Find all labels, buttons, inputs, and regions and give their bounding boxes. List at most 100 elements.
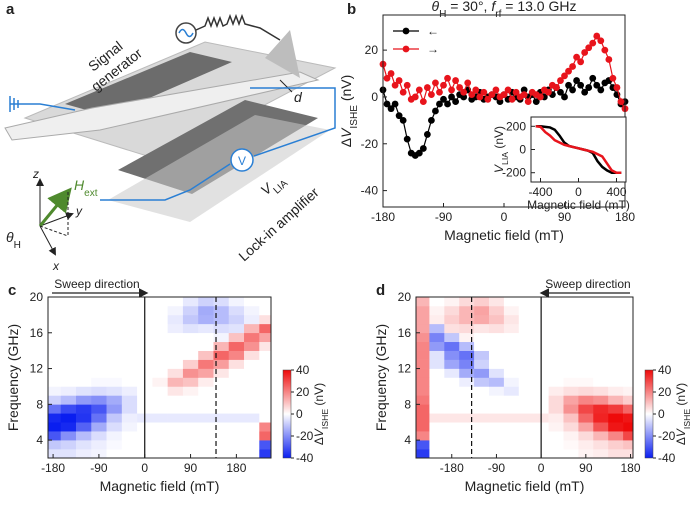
- x-tick-label: 0: [141, 461, 148, 475]
- heat-cell: [518, 377, 534, 387]
- heat-cell: [563, 341, 579, 351]
- voltmeter-symbol: [230, 148, 254, 172]
- heat-cell: [488, 341, 505, 351]
- heat-cell: [474, 314, 490, 325]
- heat-cell: [60, 413, 77, 423]
- heat-cell: [167, 386, 184, 396]
- x-axis-label: Magnetic field (mT): [100, 478, 220, 494]
- heat-cell: [213, 431, 230, 441]
- heat-cell: [503, 314, 520, 325]
- heat-cell: [259, 413, 271, 423]
- heat-cell: [213, 440, 230, 450]
- label-part: ISHE: [682, 409, 692, 429]
- heat-cell: [152, 297, 168, 307]
- heat-cell: [198, 323, 214, 334]
- heat-cell: [593, 449, 609, 458]
- heat-cell: [91, 422, 107, 432]
- heat-cell: [198, 431, 214, 441]
- data-point: [432, 79, 439, 87]
- heat-cell: [608, 413, 624, 423]
- heat-cell: [259, 350, 271, 360]
- heat-cell: [623, 440, 633, 450]
- heat-cell: [518, 359, 534, 369]
- heat-cell: [429, 359, 445, 369]
- heat-cell: [259, 314, 271, 325]
- heat-cell: [213, 404, 230, 414]
- y-tick-label: 16: [30, 326, 44, 340]
- heat-cell: [563, 404, 579, 414]
- heat-cell: [416, 368, 430, 378]
- data-point: [585, 44, 593, 52]
- heat-cell: [91, 359, 107, 369]
- heat-cell: [488, 305, 505, 316]
- y-tick-label: 8: [36, 397, 43, 411]
- heat-cell: [106, 386, 123, 396]
- heat-cell: [474, 440, 490, 450]
- data-point: [484, 95, 492, 103]
- x-axis-label: Magnetic field (mT): [444, 227, 564, 243]
- heat-cell: [228, 440, 245, 450]
- data-point: [419, 145, 427, 152]
- heat-cell: [152, 359, 168, 369]
- heat-cell: [259, 431, 271, 441]
- heat-cell: [429, 404, 445, 414]
- heat-cell: [48, 341, 62, 351]
- heat-cell: [444, 440, 460, 450]
- heat-cell: [121, 395, 138, 405]
- heat-cell: [593, 368, 609, 378]
- heat-cell: [121, 422, 138, 432]
- heat-cell: [76, 404, 92, 414]
- heat-cell: [228, 323, 245, 334]
- label-part: ISHE: [320, 409, 330, 429]
- heat-cell: [608, 386, 624, 396]
- heat-cell: [563, 431, 579, 441]
- heat-cell: [503, 449, 520, 458]
- heat-cell: [228, 395, 245, 405]
- heat-cell: [106, 297, 123, 307]
- heat-cell: [444, 297, 460, 307]
- heat-cell: [548, 341, 564, 351]
- label-part: (nV): [674, 383, 688, 409]
- heat-cell: [518, 350, 534, 360]
- heat-cell: [429, 431, 445, 441]
- data-point: [448, 86, 455, 94]
- data-point: [395, 112, 403, 120]
- diagram-label: y: [75, 204, 83, 218]
- label-part: θ: [432, 0, 440, 14]
- heat-cell: [152, 350, 168, 360]
- heat-cell: [259, 332, 271, 343]
- legend-marker: [402, 45, 410, 53]
- heat-cell: [608, 368, 624, 378]
- heat-cell: [488, 332, 505, 343]
- data-point: [448, 93, 455, 101]
- data-point: [520, 91, 528, 99]
- heat-cell: [76, 422, 92, 432]
- heat-cell: [167, 297, 184, 307]
- heat-cell: [121, 323, 138, 334]
- heat-cell: [198, 314, 214, 325]
- heat-cell: [167, 404, 184, 414]
- heat-cell: [593, 431, 609, 441]
- label-part: Frequency (GHz): [373, 324, 389, 431]
- heat-cell: [60, 350, 77, 360]
- heat-cell: [503, 386, 520, 396]
- data-point: [460, 93, 468, 101]
- colorbar-tick-label: 0: [658, 407, 665, 421]
- heat-cell: [152, 368, 168, 378]
- heat-cell: [60, 323, 77, 334]
- heat-cell: [60, 395, 77, 405]
- heat-cell: [444, 413, 460, 423]
- heat-cell: [429, 297, 445, 307]
- heat-cell: [121, 332, 138, 343]
- data-point: [419, 98, 427, 106]
- colorbar-tick-label: -40: [296, 451, 314, 465]
- x-tick-label: 0: [538, 461, 545, 475]
- heat-cell: [429, 440, 445, 450]
- heat-cell: [244, 323, 260, 334]
- heat-cell: [213, 341, 230, 351]
- heat-cell: [474, 368, 490, 378]
- heat-cell: [48, 350, 62, 360]
- heat-cell: [244, 350, 260, 360]
- heat-cell: [416, 332, 430, 343]
- heat-cell: [416, 323, 430, 334]
